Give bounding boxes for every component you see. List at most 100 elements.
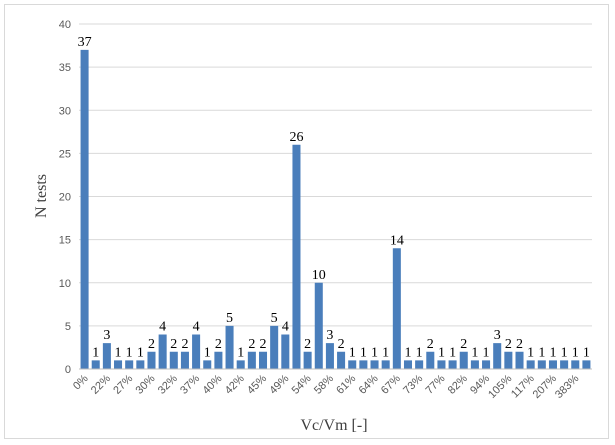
y-axis-title: N tests <box>33 174 50 218</box>
x-tick-label: 49% <box>267 372 291 396</box>
bar <box>348 360 357 369</box>
data-label: 2 <box>170 337 177 352</box>
bar <box>292 144 301 369</box>
bar <box>303 351 312 369</box>
bar <box>437 360 446 369</box>
data-label: 1 <box>449 345 456 360</box>
x-tick-label: 82% <box>446 372 470 396</box>
bar <box>426 351 435 369</box>
bar <box>169 351 178 369</box>
bar <box>247 351 256 369</box>
bar <box>448 360 457 369</box>
bar <box>136 360 145 369</box>
data-label: 1 <box>438 345 445 360</box>
bar <box>80 49 89 369</box>
bar <box>526 360 535 369</box>
x-tick-label: 45% <box>245 372 269 396</box>
bar <box>91 360 100 369</box>
bars <box>80 49 591 369</box>
bar <box>214 351 223 369</box>
bar <box>582 360 591 369</box>
bar <box>325 343 334 369</box>
data-label: 1 <box>471 345 478 360</box>
x-tick-label: 37% <box>178 372 202 396</box>
x-tick-labels: 0%22%27%30%32%37%40%42%45%49%54%58%61%64… <box>71 372 582 401</box>
gridlines <box>79 23 592 327</box>
data-label: 2 <box>460 337 467 352</box>
data-label: 2 <box>516 337 523 352</box>
bar <box>571 360 580 369</box>
bar <box>515 351 524 369</box>
bar <box>381 360 390 369</box>
bar <box>548 360 557 369</box>
data-label: 1 <box>483 345 490 360</box>
bar <box>470 360 479 369</box>
data-label: 1 <box>549 345 556 360</box>
data-label: 3 <box>326 328 333 343</box>
x-tick-label: 30% <box>134 372 158 396</box>
bar <box>270 325 279 369</box>
x-tick-label: 27% <box>111 372 135 396</box>
bar <box>337 351 346 369</box>
bar <box>158 334 167 369</box>
y-tick-label: 40 <box>59 19 71 31</box>
data-label: 4 <box>159 320 166 335</box>
data-label: 37 <box>78 35 92 50</box>
x-tick-label: 73% <box>401 372 425 396</box>
bar <box>125 360 134 369</box>
x-tick-label: 67% <box>379 372 403 396</box>
data-label: 2 <box>505 337 512 352</box>
bar <box>560 360 569 369</box>
data-label: 2 <box>148 337 155 352</box>
bar <box>537 360 546 369</box>
bar <box>314 282 323 369</box>
data-label: 2 <box>260 337 267 352</box>
x-tick-label: 22% <box>89 372 113 396</box>
bar <box>370 360 379 369</box>
y-tick-label: 5 <box>65 321 71 333</box>
bar <box>180 351 189 369</box>
x-tick-label: 54% <box>290 372 314 396</box>
bar <box>403 360 413 369</box>
data-label: 2 <box>215 337 222 352</box>
data-label: 5 <box>226 311 233 326</box>
data-label: 1 <box>237 345 244 360</box>
data-label: 1 <box>349 345 356 360</box>
bar <box>482 360 491 369</box>
data-label: 2 <box>181 337 188 352</box>
data-label: 1 <box>126 345 133 360</box>
bar <box>114 360 123 369</box>
x-tick-label: 58% <box>312 372 336 396</box>
data-label: 1 <box>583 345 590 360</box>
x-tick-label: 64% <box>357 372 381 396</box>
data-label: 4 <box>193 320 200 335</box>
y-tick-label: 15 <box>59 235 71 247</box>
bar <box>147 351 156 369</box>
bar <box>392 248 401 369</box>
bar <box>493 343 502 369</box>
x-tick-label: 0% <box>71 372 91 392</box>
x-tick-label: 32% <box>156 372 180 396</box>
data-label: 1 <box>416 345 423 360</box>
bar <box>359 360 368 369</box>
data-label: 2 <box>427 337 434 352</box>
data-label: 1 <box>572 345 579 360</box>
bar <box>459 351 468 369</box>
data-label: 1 <box>382 345 389 360</box>
data-label: 1 <box>561 345 568 360</box>
data-label: 1 <box>538 345 545 360</box>
y-tick-label: 30 <box>59 105 71 117</box>
data-label: 1 <box>92 345 99 360</box>
x-tick-label: 42% <box>223 372 247 396</box>
bar <box>281 334 290 369</box>
bar <box>102 343 111 369</box>
y-tick-label: 35 <box>59 62 71 74</box>
data-label: 10 <box>312 268 326 283</box>
data-label: 1 <box>404 345 411 360</box>
data-label: 1 <box>371 345 378 360</box>
y-tick-labels: 0 5 10 15 20 25 30 35 40 <box>59 19 71 376</box>
data-label: 2 <box>338 337 345 352</box>
data-label: 3 <box>103 328 110 343</box>
